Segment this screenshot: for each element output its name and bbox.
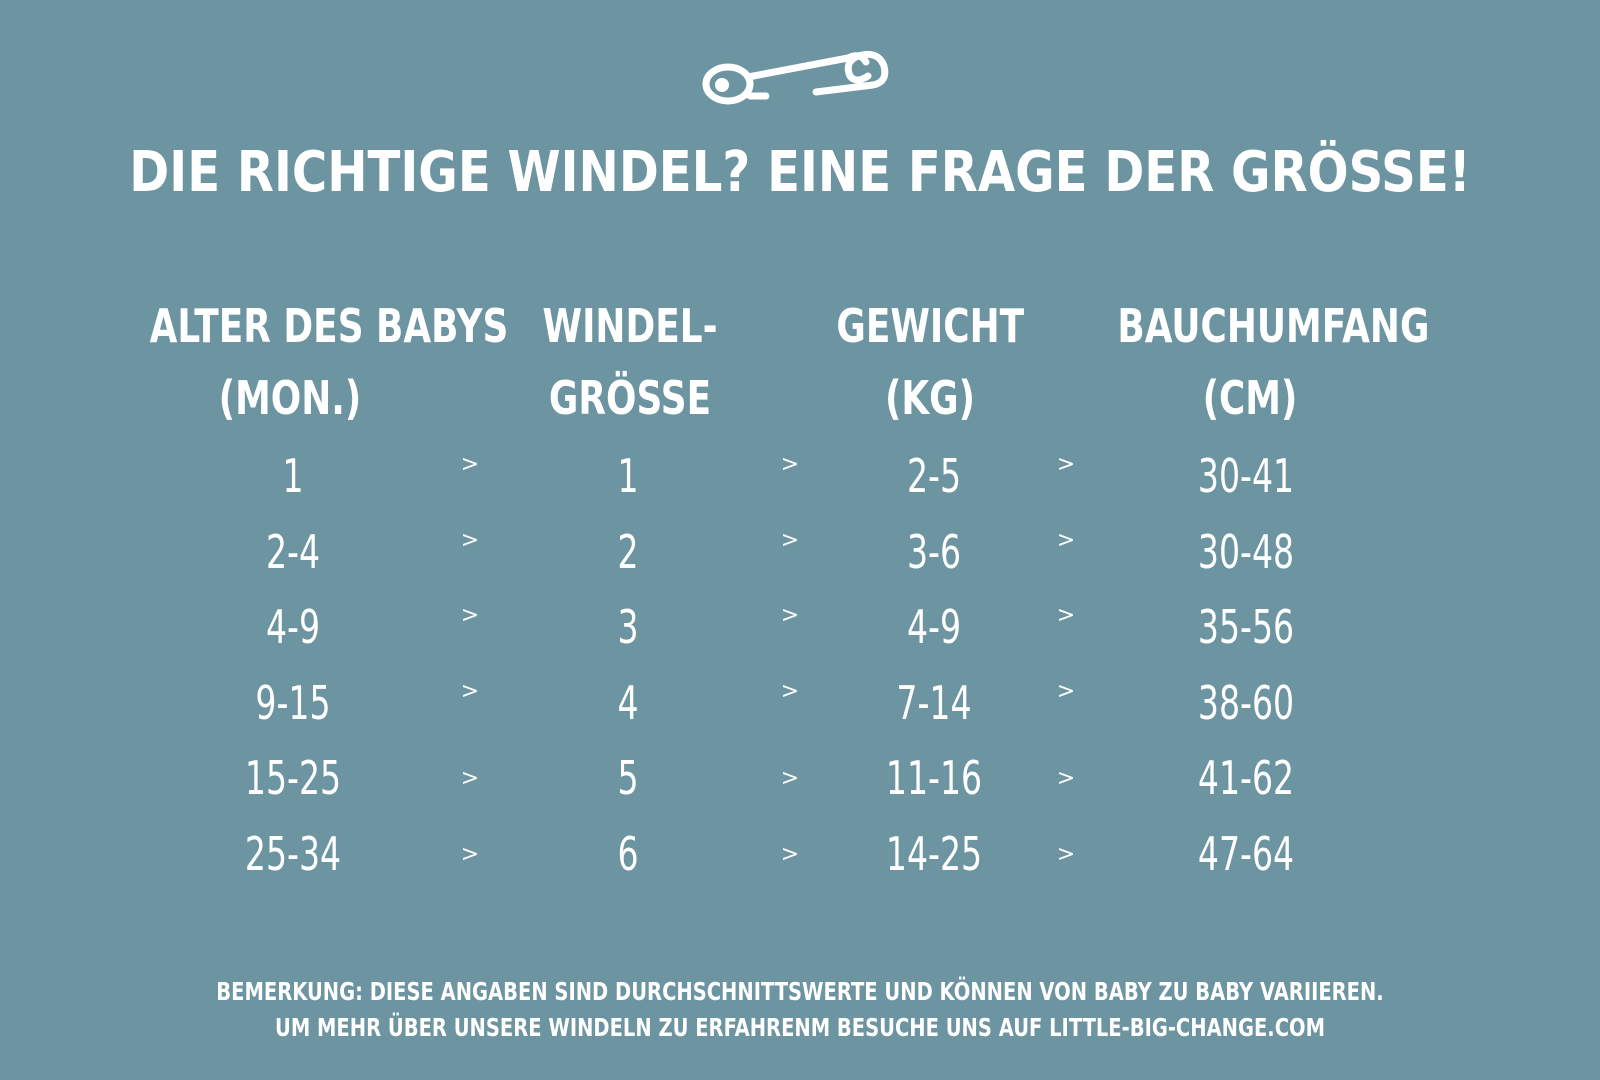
column-header-belly: BAUCHUMFANG (CM) (1117, 290, 1430, 434)
note-line-2: UM MEHR ÜBER UNSERE WINDELN ZU ERFAHRENM… (274, 1013, 1326, 1042)
age-cell: 2-4 (265, 524, 321, 579)
age-cell: 1 (282, 449, 304, 503)
separator-arrow: > (460, 678, 480, 704)
safety-pin-icon (702, 50, 889, 105)
separator-arrow: > (1056, 841, 1076, 867)
separator-arrow: > (460, 766, 480, 791)
separator-arrow: > (1056, 527, 1076, 553)
age-cell: 9-15 (255, 675, 331, 730)
column-header-line: WINDEL- (542, 299, 718, 353)
separator-arrow: > (460, 452, 480, 477)
column-header-age: ALTER DES BABYS (MON.) (149, 290, 509, 434)
column-header-line: ALTER DES BABYS (149, 299, 509, 353)
separator-arrow: > (780, 452, 800, 477)
column-header-line: GRÖSSE (548, 371, 712, 425)
column-header-line: BAUCHUMFANG (1117, 299, 1430, 353)
separator-arrow: > (780, 603, 800, 628)
separator-arrow: > (1056, 452, 1076, 477)
column-header-line: (MON.) (218, 371, 362, 425)
age-cell: 15-25 (244, 751, 342, 805)
belly-cell: 41-62 (1197, 751, 1295, 805)
column-header-diaper-size: WINDEL- GRÖSSE (536, 290, 723, 434)
column-header-weight: GEWICHT (KG) (836, 290, 1025, 434)
separator-arrow: > (780, 678, 800, 704)
age-cell: 25-34 (244, 826, 342, 881)
separator-arrow: > (1056, 678, 1076, 704)
weight-cell: 14-25 (885, 826, 983, 881)
page-title: DIE RICHTIGE WINDEL? EINE FRAGE DER GRÖS… (129, 140, 1471, 205)
age-cell: 4-9 (265, 600, 321, 654)
belly-cell: 47-64 (1197, 826, 1295, 881)
column-header-line: (CM) (1202, 371, 1298, 425)
belly-cell: 30-48 (1197, 524, 1295, 579)
separator-arrow: > (780, 841, 800, 867)
separator-arrow: > (1056, 603, 1076, 628)
column-header-line: GEWICHT (836, 299, 1025, 353)
weight-cell: 2-5 (906, 449, 962, 503)
note-line-1: BEMERKUNG: DIESE ANGABEN SIND DURCHSCHNI… (216, 977, 1384, 1006)
belly-cell: 30-41 (1197, 449, 1295, 503)
diaper-size-cell: 6 (617, 826, 639, 881)
belly-cell: 35-56 (1197, 600, 1295, 654)
weight-cell: 11-16 (885, 751, 983, 805)
diaper-size-cell: 2 (617, 524, 639, 579)
separator-arrow: > (780, 527, 800, 553)
diaper-size-cell: 3 (617, 600, 639, 654)
diaper-size-cell: 4 (617, 675, 639, 730)
separator-arrow: > (460, 603, 480, 628)
separator-arrow: > (460, 841, 480, 867)
separator-arrow: > (780, 766, 800, 791)
weight-cell: 3-6 (906, 524, 962, 579)
diaper-size-cell: 5 (617, 751, 639, 805)
belly-cell: 38-60 (1197, 675, 1295, 730)
weight-cell: 7-14 (896, 675, 972, 730)
weight-cell: 4-9 (906, 600, 962, 654)
column-header-line: (KG) (884, 371, 976, 425)
separator-arrow: > (460, 527, 480, 553)
diaper-size-cell: 1 (617, 449, 639, 503)
separator-arrow: > (1056, 766, 1076, 791)
